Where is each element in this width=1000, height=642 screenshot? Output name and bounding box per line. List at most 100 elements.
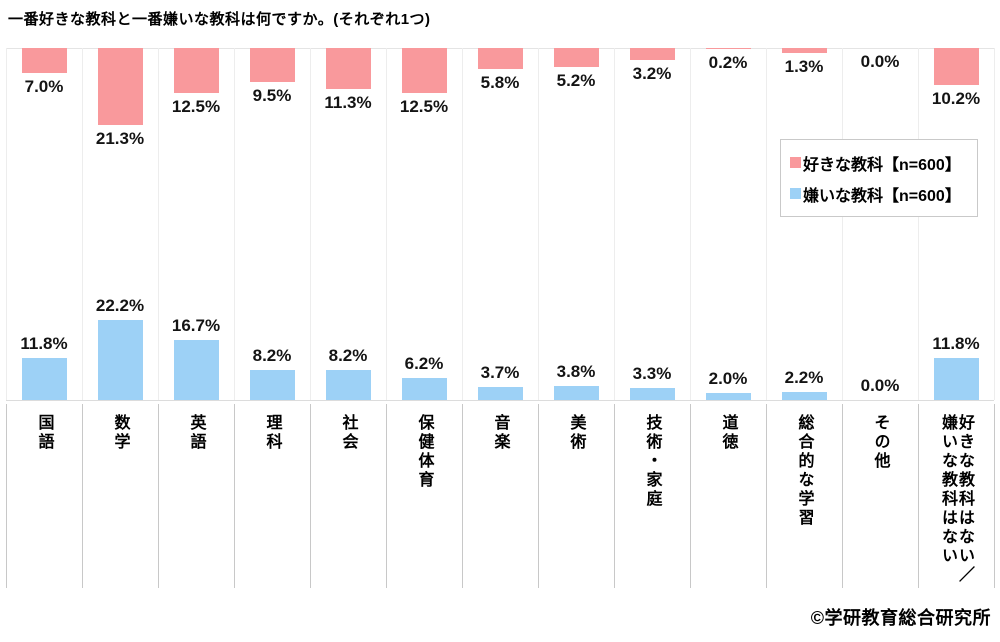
grid-separator (918, 48, 919, 400)
favorite-value-label: 21.3% (95, 129, 145, 148)
grid-separator (690, 404, 691, 588)
category-label: 理科 (263, 414, 281, 452)
favorite-subject-bar (249, 48, 295, 82)
category-label-box: 技術・家庭 (614, 414, 690, 594)
category-label: 社会 (339, 414, 357, 452)
favorite-subject-bar (325, 48, 371, 89)
grid-separator (614, 48, 615, 400)
category-label-box: 美術 (538, 414, 614, 594)
disliked-subject-bar (629, 388, 675, 400)
favorite-value-label: 11.3% (324, 93, 372, 112)
favorite-subject-bar (705, 48, 751, 49)
disliked-value-label: 0.0% (860, 376, 900, 395)
disliked-value-label: 3.8% (556, 362, 596, 381)
grid-separator (462, 48, 463, 400)
favorite-value-label: 3.2% (632, 64, 672, 83)
favorite-subject-bar (21, 48, 67, 73)
category-label-box: その他 (842, 414, 918, 594)
disliked-value-label: 3.3% (632, 364, 672, 383)
favorite-subject-bar (629, 48, 675, 60)
grid-separator (994, 48, 995, 400)
category-label: 国語 (35, 414, 53, 452)
category-label-box: 国語 (6, 414, 82, 594)
disliked-subject-bar (477, 387, 523, 400)
disliked-subject-bar (553, 386, 599, 400)
category-label-box: 数学 (82, 414, 158, 594)
grid-separator (918, 404, 919, 588)
favorite-value-label: 12.5% (399, 97, 449, 116)
category-label: 総合的な学習 (795, 414, 813, 528)
category-label-box: 英語 (158, 414, 234, 594)
category-label: 道徳 (719, 414, 737, 452)
favorite-subject-bar (173, 48, 219, 93)
grid-separator (158, 404, 159, 588)
x-axis-line (6, 400, 994, 401)
favorite-subject-bar (401, 48, 447, 93)
grid-separator (386, 48, 387, 400)
category-label: 好きな教科はない／ 嫌いな教科はない (939, 414, 973, 585)
grid-separator (310, 48, 311, 400)
grid-separator (842, 48, 843, 400)
disliked-subject-bar (173, 340, 219, 400)
disliked-value-label: 6.2% (404, 354, 444, 373)
grid-separator (158, 48, 159, 400)
favorite-series-swatch-icon (790, 157, 801, 168)
favorite-subject-bar (781, 48, 827, 53)
category-label-box: 道徳 (690, 414, 766, 594)
grid-separator (234, 404, 235, 588)
category-label-box: 音楽 (462, 414, 538, 594)
grid-separator (842, 404, 843, 588)
favorite-value-label: 0.0% (860, 52, 900, 71)
category-label: 数学 (111, 414, 129, 452)
favorite-value-label: 7.0% (24, 77, 64, 96)
disliked-subject-bar (705, 393, 751, 400)
disliked-subject-bar (249, 370, 295, 400)
grid-separator (614, 404, 615, 588)
disliked-value-label: 3.7% (480, 363, 520, 382)
favorite-value-label: 9.5% (252, 86, 292, 105)
favorite-subject-bar (933, 48, 979, 85)
favorite-value-label: 5.8% (480, 73, 520, 92)
disliked-subject-bar (401, 378, 447, 400)
category-label-box: 社会 (310, 414, 386, 594)
disliked-value-label: 8.2% (252, 346, 292, 365)
grid-separator (82, 404, 83, 588)
disliked-value-label: 11.8% (932, 334, 980, 353)
grid-separator (234, 48, 235, 400)
disliked-value-label: 22.2% (95, 296, 145, 315)
category-label-box: 好きな教科はない／ 嫌いな教科はない (918, 414, 994, 594)
legend-item-favorite: 好きな教科【n=600】 (790, 151, 977, 175)
chart-title: 一番好きな教科と一番嫌いな教科は何ですか。(それぞれ1つ) (8, 11, 431, 28)
legend: 好きな教科【n=600】 嫌いな教科【n=600】 (780, 139, 978, 217)
copyright-credit: ©学研教育総合研究所 (810, 608, 991, 628)
favorite-value-label: 12.5% (171, 97, 221, 116)
category-label-box: 総合的な学習 (766, 414, 842, 594)
category-label: 美術 (567, 414, 585, 452)
favorite-subject-bar (97, 48, 143, 125)
category-label: 音楽 (491, 414, 509, 452)
grid-separator (994, 404, 995, 588)
grid-separator (82, 48, 83, 400)
category-label: その他 (871, 414, 889, 471)
disliked-value-label: 16.7% (171, 316, 221, 335)
grid-separator (690, 48, 691, 400)
favorite-subject-bar (553, 48, 599, 67)
favorite-value-label: 10.2% (931, 89, 981, 108)
legend-item-disliked: 嫌いな教科【n=600】 (790, 182, 977, 206)
disliked-value-label: 2.2% (784, 368, 824, 387)
grid-separator (462, 404, 463, 588)
grid-separator (6, 48, 7, 400)
disliked-subject-bar (97, 320, 143, 400)
legend-label-disliked: 嫌いな教科【n=600】 (803, 187, 961, 205)
disliked-subject-bar (781, 392, 827, 400)
disliked-subject-bar (325, 370, 371, 400)
grid-separator (6, 404, 7, 588)
disliked-subject-bar (21, 358, 67, 400)
category-label: 英語 (187, 414, 205, 452)
favorite-value-label: 0.2% (708, 53, 748, 72)
disliked-subject-bar (933, 358, 979, 400)
grid-separator (386, 404, 387, 588)
grid-separator (538, 48, 539, 400)
favorite-value-label: 1.3% (784, 57, 824, 76)
